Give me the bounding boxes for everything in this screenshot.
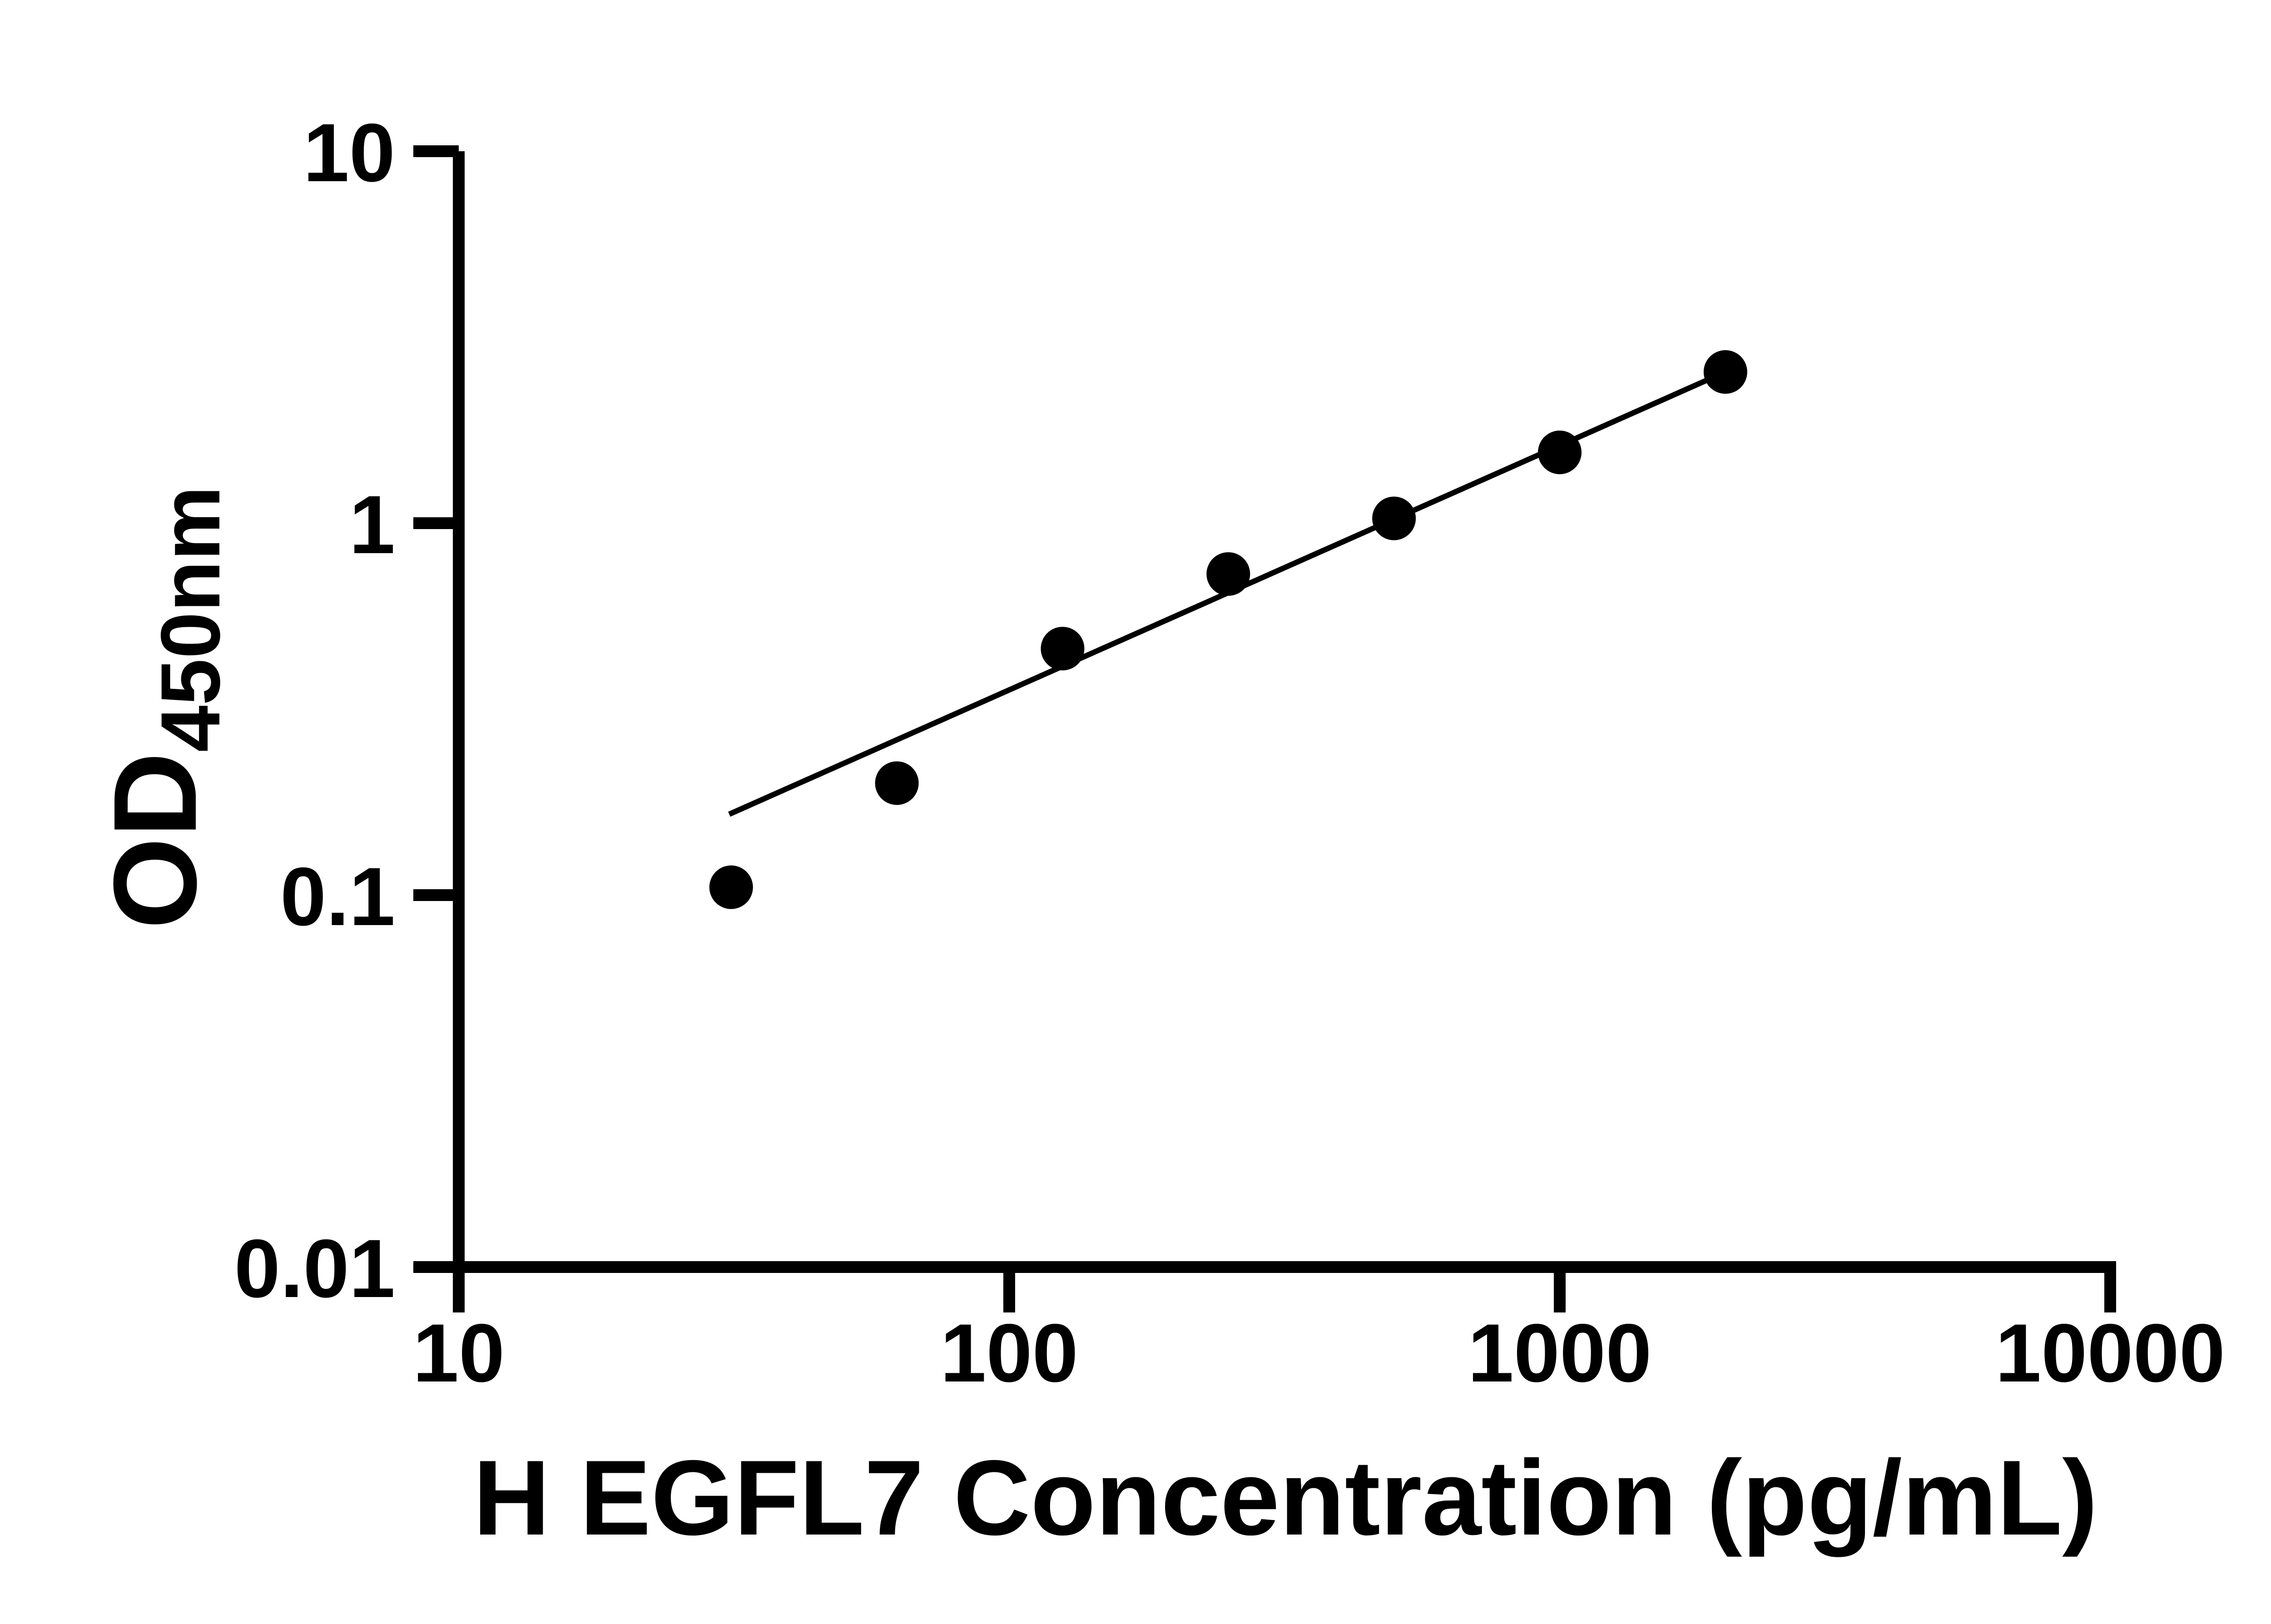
data-point — [875, 761, 919, 805]
y-axis-tick-label: 0.01 — [234, 1222, 395, 1315]
data-point — [709, 865, 753, 909]
y-axis-tick-label: 0.1 — [280, 850, 395, 943]
x-axis-tick-label: 100 — [940, 1307, 1078, 1399]
x-axis-title: H EGFL7 Concentration (pg/mL) — [459, 1441, 2112, 1554]
x-axis-title-text: H EGFL7 Concentration (pg/mL) — [473, 1438, 2098, 1557]
x-axis-tick-label: 10 — [413, 1307, 505, 1399]
data-point — [1538, 431, 1582, 475]
y-axis-title: OD450nm — [87, 144, 238, 1271]
x-axis-tick-label: 1000 — [1468, 1307, 1652, 1399]
y-axis-title-main: OD — [89, 752, 221, 930]
data-point — [1206, 552, 1250, 596]
data-point — [1372, 496, 1416, 540]
data-point — [1703, 350, 1747, 394]
y-axis-tick-label: 1 — [349, 478, 395, 571]
y-axis-tick-label: 10 — [303, 106, 395, 199]
data-point — [1041, 627, 1085, 671]
x-axis-tick-label: 10000 — [1995, 1307, 2225, 1399]
y-axis-title-subscript: 450nm — [144, 485, 238, 753]
